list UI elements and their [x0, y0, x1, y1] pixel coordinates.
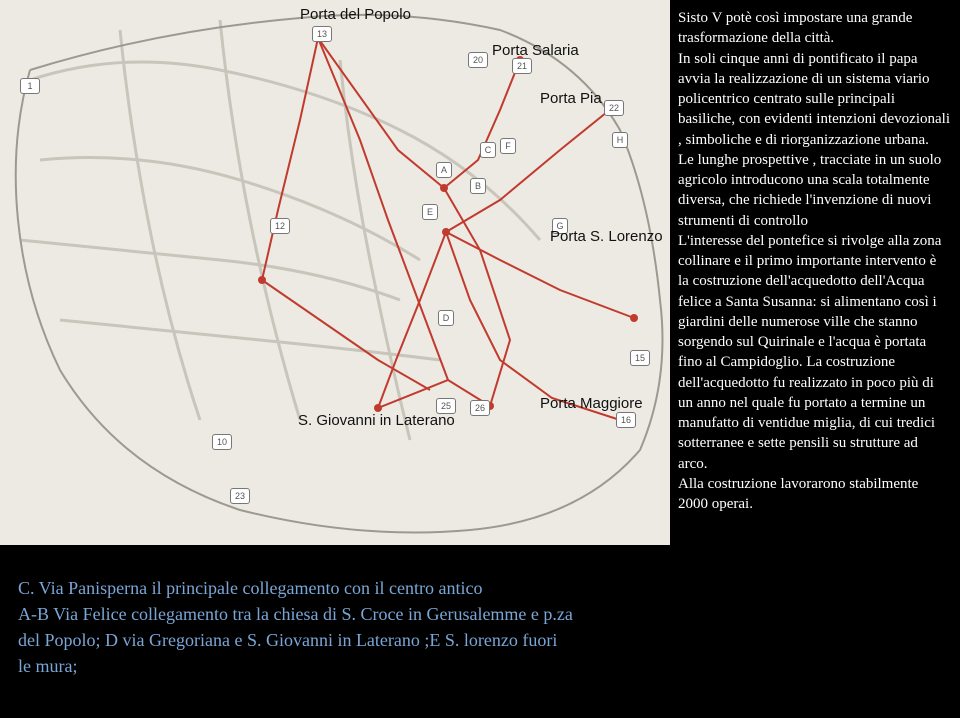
label-sg-laterano: S. Giovanni in Laterano — [298, 412, 455, 429]
caption-line: C. Via Panisperna il principale collegam… — [18, 575, 658, 601]
label-porta-maggiore: Porta Maggiore — [540, 395, 643, 412]
map-caption: C. Via Panisperna il principale collegam… — [18, 575, 658, 679]
map-figure: ABCDEFGH 11320212215162625231012 Porta d… — [0, 0, 670, 545]
label-porta-slorenzo: Porta S. Lorenzo — [550, 228, 663, 245]
caption-line: A-B Via Felice collegamento tra la chies… — [18, 601, 658, 627]
label-porta-popolo: Porta del Popolo — [300, 6, 411, 23]
caption-line: le mura; — [18, 653, 658, 679]
label-porta-pia: Porta Pia — [540, 90, 602, 107]
map-svg — [0, 0, 670, 545]
label-porta-salaria: Porta Salaria — [492, 42, 579, 59]
side-text: Sisto V potè così impostare una grande t… — [678, 8, 950, 708]
caption-line: del Popolo; D via Gregoriana e S. Giovan… — [18, 627, 658, 653]
